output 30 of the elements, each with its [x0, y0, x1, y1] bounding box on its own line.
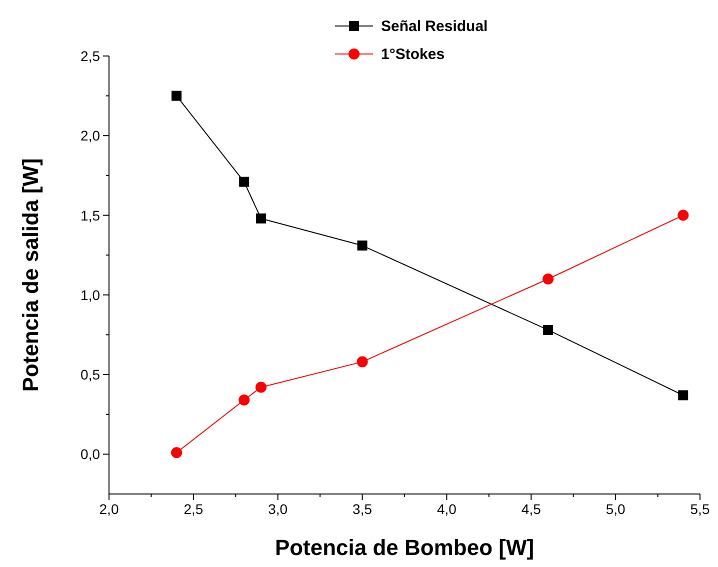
- point: [356, 356, 368, 368]
- y-tick-label: 1,0: [80, 286, 100, 303]
- x-tick-label: 5,0: [606, 501, 626, 517]
- legend-label: Señal Residual: [381, 18, 488, 35]
- y-tick-label: 0,0: [80, 446, 100, 462]
- point: [238, 394, 250, 406]
- point: [678, 210, 689, 221]
- y-tick-label: 1,5: [80, 207, 100, 224]
- point: [678, 390, 688, 400]
- y-tick-label: 0,5: [80, 366, 100, 383]
- point: [542, 273, 554, 284]
- y-tick-label: 2,0: [80, 128, 100, 144]
- x-tick-label: 4,0: [436, 501, 457, 517]
- x-tick-label: 3,0: [268, 501, 288, 517]
- point: [256, 213, 266, 224]
- point: [239, 176, 250, 187]
- x-tick-label: 2,0: [99, 501, 119, 517]
- x-tick-label: 4,5: [521, 501, 542, 517]
- point: [255, 382, 266, 393]
- point: [357, 240, 368, 251]
- legend-label: 1°Stokes: [381, 46, 445, 63]
- y-axis-title: Potencia de salida [W]: [18, 158, 43, 392]
- x-tick-label: 3,5: [352, 501, 372, 517]
- point: [172, 90, 182, 101]
- point: [543, 324, 554, 335]
- y-tick-label: 2,5: [80, 48, 100, 64]
- x-axis-title: Potencia de Bombeo [W]: [274, 535, 534, 560]
- point: [171, 447, 182, 458]
- x-tick-label: 5,5: [690, 501, 710, 517]
- x-tick-label: 2,5: [184, 501, 204, 517]
